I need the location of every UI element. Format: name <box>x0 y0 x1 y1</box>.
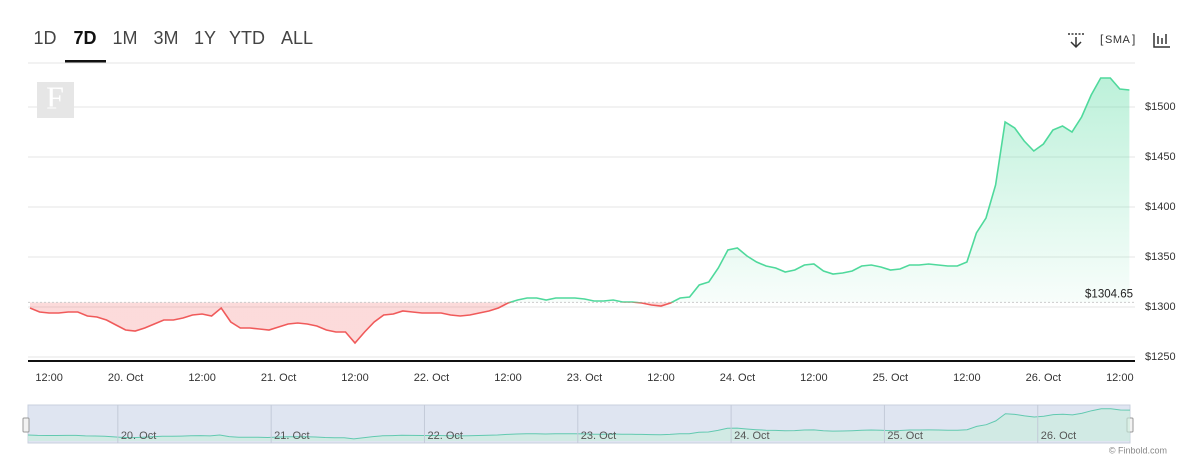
range-button[interactable]: 7D <box>73 28 96 48</box>
logo-box <box>37 82 74 118</box>
navigator-area <box>28 408 1130 441</box>
x-tick-label: 12:00 <box>188 372 216 384</box>
y-tick-label: $1300 <box>1145 301 1176 313</box>
sma-bracket: [ <box>1100 32 1104 46</box>
x-tick-label: 21. Oct <box>261 372 296 384</box>
range-button[interactable]: 1D <box>33 28 56 48</box>
navigator-label: 21. Oct <box>274 430 309 442</box>
range-button[interactable]: 1Y <box>194 28 216 48</box>
area <box>30 78 1130 343</box>
navigator-label: 20. Oct <box>121 430 156 442</box>
y-tick-label: $1500 <box>1145 101 1176 113</box>
y-tick-label: $1450 <box>1145 151 1176 163</box>
x-tick-label: 26. Oct <box>1026 372 1061 384</box>
range-underline <box>65 60 106 63</box>
y-tick-label: $1250 <box>1145 351 1176 363</box>
navigator-label: 24. Oct <box>734 430 769 442</box>
navigator-label: 23. Oct <box>581 430 616 442</box>
chart-type-icon[interactable] <box>1153 33 1170 48</box>
x-tick-label: 12:00 <box>494 372 522 384</box>
navigator-label: 25. Oct <box>887 430 922 442</box>
x-tick-label: 22. Oct <box>414 372 449 384</box>
range-button[interactable]: 3M <box>153 28 178 48</box>
credit: © Finbold.com <box>1109 445 1167 455</box>
range-button[interactable]: ALL <box>281 28 313 48</box>
y-tick-label: $1350 <box>1145 251 1176 263</box>
price-line <box>29 77 1130 345</box>
x-tick-label: 12:00 <box>800 372 828 384</box>
x-tick-label: 23. Oct <box>567 372 602 384</box>
x-tick-label: 12:00 <box>35 372 63 384</box>
x-tick-label: 20. Oct <box>108 372 143 384</box>
x-tick-label: 24. Oct <box>720 372 755 384</box>
range-button[interactable]: 1M <box>112 28 137 48</box>
navigator-label: 22. Oct <box>427 430 462 442</box>
x-tick-label: 12:00 <box>953 372 981 384</box>
sma-button[interactable]: SMA <box>1105 34 1131 46</box>
navigator-line <box>27 408 1131 440</box>
download-icon[interactable] <box>1068 33 1084 49</box>
baseline-label: $1304.65 <box>1085 288 1133 300</box>
sma-bracket: ] <box>1132 32 1135 46</box>
navigator-label: 26. Oct <box>1041 430 1076 442</box>
x-tick-label: 12:00 <box>647 372 675 384</box>
x-tick-label: 25. Oct <box>873 372 908 384</box>
range-button[interactable]: YTD <box>229 28 265 48</box>
x-tick-label: 12:00 <box>341 372 369 384</box>
navigator-handle[interactable] <box>22 417 30 433</box>
logo: F <box>46 79 64 115</box>
y-tick-label: $1400 <box>1145 201 1176 213</box>
x-tick-label: 12:00 <box>1106 372 1134 384</box>
